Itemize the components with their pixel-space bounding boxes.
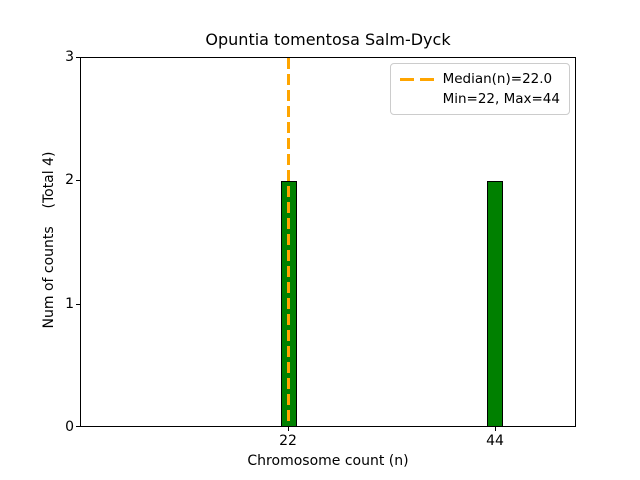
x-axis-label: Chromosome count (n)	[247, 453, 409, 469]
median-dash-icon	[399, 77, 434, 81]
legend-minmax-label: Min=22, Max=44	[442, 91, 560, 107]
y-tick-label-2: 2	[65, 172, 74, 188]
y-tick-label-1: 1	[65, 296, 74, 312]
y-tick-label-0: 0	[65, 419, 74, 435]
legend-row-median: Median(n)=22.0	[399, 69, 560, 89]
legend-blank-handle	[400, 98, 434, 101]
y-tick-mark	[76, 426, 80, 427]
legend-median-label: Median(n)=22.0	[442, 71, 553, 87]
x-tick-mark	[288, 427, 289, 431]
plot-area: Median(n)=22.0 Min=22, Max=44	[80, 57, 576, 427]
y-tick-mark	[76, 304, 80, 305]
y-tick-label-3: 3	[65, 49, 74, 65]
y-tick-mark	[76, 180, 80, 181]
y-tick-mark	[76, 57, 80, 58]
x-tick-mark	[495, 427, 496, 431]
x-tick-label-44: 44	[486, 433, 504, 449]
median-line	[287, 58, 290, 426]
legend-row-minmax: Min=22, Max=44	[400, 89, 560, 109]
legend: Median(n)=22.0 Min=22, Max=44	[389, 63, 570, 115]
chart-title: Opuntia tomentosa Salm-Dyck	[205, 30, 451, 49]
x-tick-label-22: 22	[279, 433, 297, 449]
bar-n44	[487, 181, 503, 426]
